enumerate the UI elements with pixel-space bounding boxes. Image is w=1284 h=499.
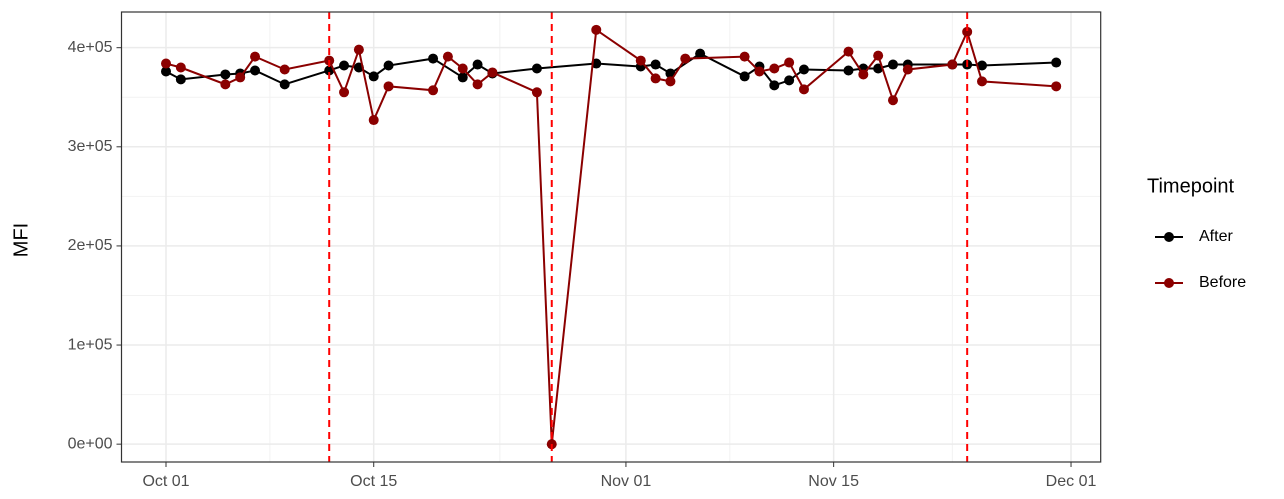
data-point <box>339 87 350 98</box>
data-point <box>739 51 750 62</box>
legend-label: Before <box>1199 274 1246 291</box>
x-tick-label: Oct 01 <box>142 473 189 490</box>
legend-title: Timepoint <box>1147 175 1235 197</box>
data-point <box>428 85 439 96</box>
data-point <box>175 62 186 73</box>
data-point <box>977 60 988 71</box>
legend-marker <box>1164 232 1174 242</box>
data-point <box>161 58 172 69</box>
data-point <box>442 51 453 62</box>
data-point <box>887 59 898 70</box>
data-point <box>339 60 350 71</box>
data-point <box>1051 81 1062 92</box>
data-point <box>769 80 780 91</box>
data-point <box>383 60 394 71</box>
data-point <box>798 84 809 95</box>
data-point <box>739 71 750 82</box>
y-tick-label: 3e+05 <box>68 138 113 155</box>
data-point <box>947 59 958 70</box>
data-point <box>353 44 364 55</box>
data-point <box>784 57 795 68</box>
data-point <box>472 59 483 70</box>
y-tick-label: 2e+05 <box>68 237 113 254</box>
data-point <box>977 76 988 87</box>
data-point <box>591 24 602 35</box>
data-point <box>1051 57 1062 68</box>
data-point <box>279 79 290 90</box>
data-point <box>754 66 765 77</box>
data-point <box>873 50 884 61</box>
data-point <box>843 46 854 57</box>
data-point <box>531 87 542 98</box>
data-point <box>161 66 172 77</box>
x-tick-label: Oct 15 <box>350 473 397 490</box>
data-point <box>368 115 379 126</box>
data-point <box>487 67 498 78</box>
data-point <box>383 81 394 92</box>
data-point <box>665 76 676 87</box>
data-point <box>962 26 973 37</box>
data-point <box>650 59 661 70</box>
data-point <box>531 63 542 74</box>
data-point <box>472 79 483 90</box>
panel-border <box>120 11 1102 463</box>
x-tick-label: Nov 01 <box>601 473 652 490</box>
data-point <box>457 72 468 83</box>
data-point <box>858 69 869 80</box>
data-point <box>680 53 691 64</box>
legend-marker <box>1164 278 1174 288</box>
data-point <box>695 48 706 59</box>
data-point <box>235 72 246 83</box>
data-point <box>250 51 261 62</box>
data-point <box>902 64 913 75</box>
data-point <box>650 73 661 84</box>
data-point <box>457 63 468 74</box>
data-point <box>784 75 795 86</box>
data-point <box>250 65 261 76</box>
data-point <box>887 95 898 106</box>
data-point <box>175 74 186 85</box>
data-point <box>220 69 231 80</box>
y-tick-label: 0e+00 <box>68 435 113 452</box>
data-point <box>279 64 290 75</box>
y-axis-label: MFI <box>10 223 32 257</box>
data-point <box>220 79 231 90</box>
x-tick-label: Dec 01 <box>1046 473 1097 490</box>
data-point <box>428 53 439 64</box>
data-point <box>798 64 809 75</box>
data-point <box>368 71 379 82</box>
data-point <box>635 55 646 66</box>
y-tick-label: 1e+05 <box>68 336 113 353</box>
legend-label: After <box>1199 228 1233 245</box>
y-tick-label: 4e+05 <box>68 39 113 56</box>
data-point <box>769 63 780 74</box>
data-point <box>843 65 854 76</box>
x-tick-label: Nov 15 <box>808 473 859 490</box>
